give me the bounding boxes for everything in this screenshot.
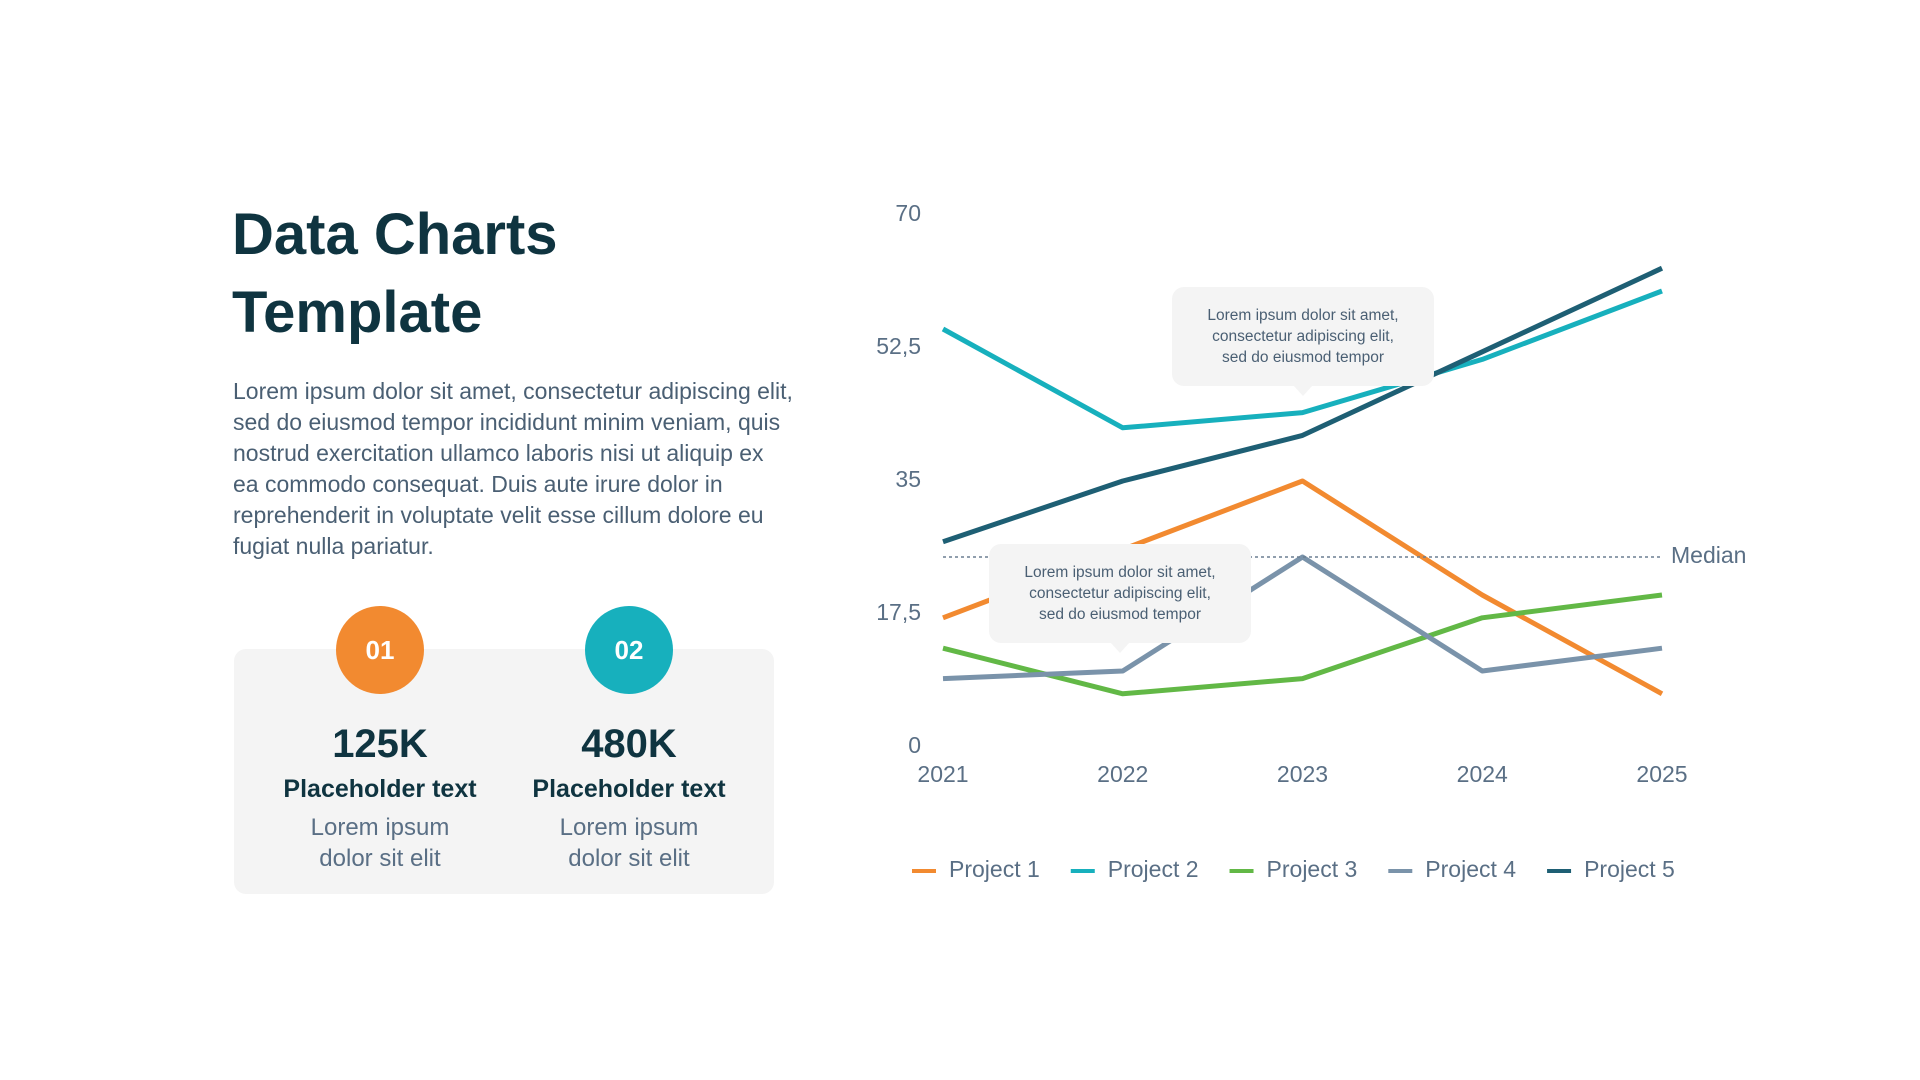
- callout-text: consectetur adipiscing elit,: [1029, 585, 1211, 602]
- badge: 01: [336, 606, 424, 694]
- paragraph: Lorem ipsum dolor sit amet, consectetur …: [233, 378, 793, 559]
- callout-pointer: [1111, 643, 1129, 653]
- y-tick-label: 70: [895, 200, 921, 226]
- callout-text: Lorem ipsum dolor sit amet,: [1207, 307, 1398, 324]
- callout-text: sed do eiusmod tempor: [1039, 606, 1201, 623]
- callout-pointer: [1294, 386, 1312, 396]
- reference-label: Median: [1671, 542, 1746, 568]
- legend-label: Project 2: [1108, 856, 1199, 882]
- legend-label: Project 4: [1425, 856, 1516, 882]
- y-tick-label: 52,5: [876, 333, 921, 359]
- series-line: [942, 265, 1664, 545]
- callout-text: sed do eiusmod tempor: [1222, 349, 1384, 366]
- stat-value: 125K: [332, 722, 428, 766]
- stat-description: Lorem ipsum dolor sit elit: [310, 814, 450, 872]
- legend-label: Project 3: [1267, 856, 1358, 882]
- title-line: Data Charts: [232, 202, 558, 267]
- x-tick-label: 2024: [1457, 761, 1508, 787]
- stat-label: Placeholder text: [283, 775, 477, 803]
- title: Data Charts Template: [232, 196, 558, 352]
- callout-box: [1172, 287, 1434, 386]
- stat-value: 480K: [581, 722, 677, 766]
- x-tick-label: 2025: [1636, 761, 1687, 787]
- y-tick-label: 0: [908, 732, 921, 758]
- x-tick-label: 2021: [917, 761, 968, 787]
- x-tick-label: 2023: [1277, 761, 1328, 787]
- callout-text: consectetur adipiscing elit,: [1212, 328, 1394, 345]
- stat-label: Placeholder text: [532, 775, 726, 803]
- stat: 01 125K Placeholder text Lorem ipsum dol…: [255, 606, 505, 874]
- title-line: Template: [232, 280, 483, 345]
- series-line: [942, 554, 1663, 682]
- series-line: [942, 592, 1663, 697]
- stat-description: Lorem ipsum dolor sit elit: [559, 814, 699, 872]
- stat: 02 480K Placeholder text Lorem ipsum dol…: [504, 606, 754, 874]
- y-tick-label: 17,5: [876, 599, 921, 625]
- y-tick-label: 35: [895, 466, 921, 492]
- callout-text: Lorem ipsum dolor sit amet,: [1024, 564, 1215, 581]
- legend-label: Project 1: [949, 856, 1040, 882]
- series-line: [941, 288, 1663, 431]
- badge: 02: [585, 606, 673, 694]
- callout-box: [989, 544, 1251, 643]
- stats-card: 01 125K Placeholder text Lorem ipsum dol…: [234, 606, 774, 894]
- legend-label: Project 5: [1584, 856, 1675, 882]
- x-tick-label: 2022: [1097, 761, 1148, 787]
